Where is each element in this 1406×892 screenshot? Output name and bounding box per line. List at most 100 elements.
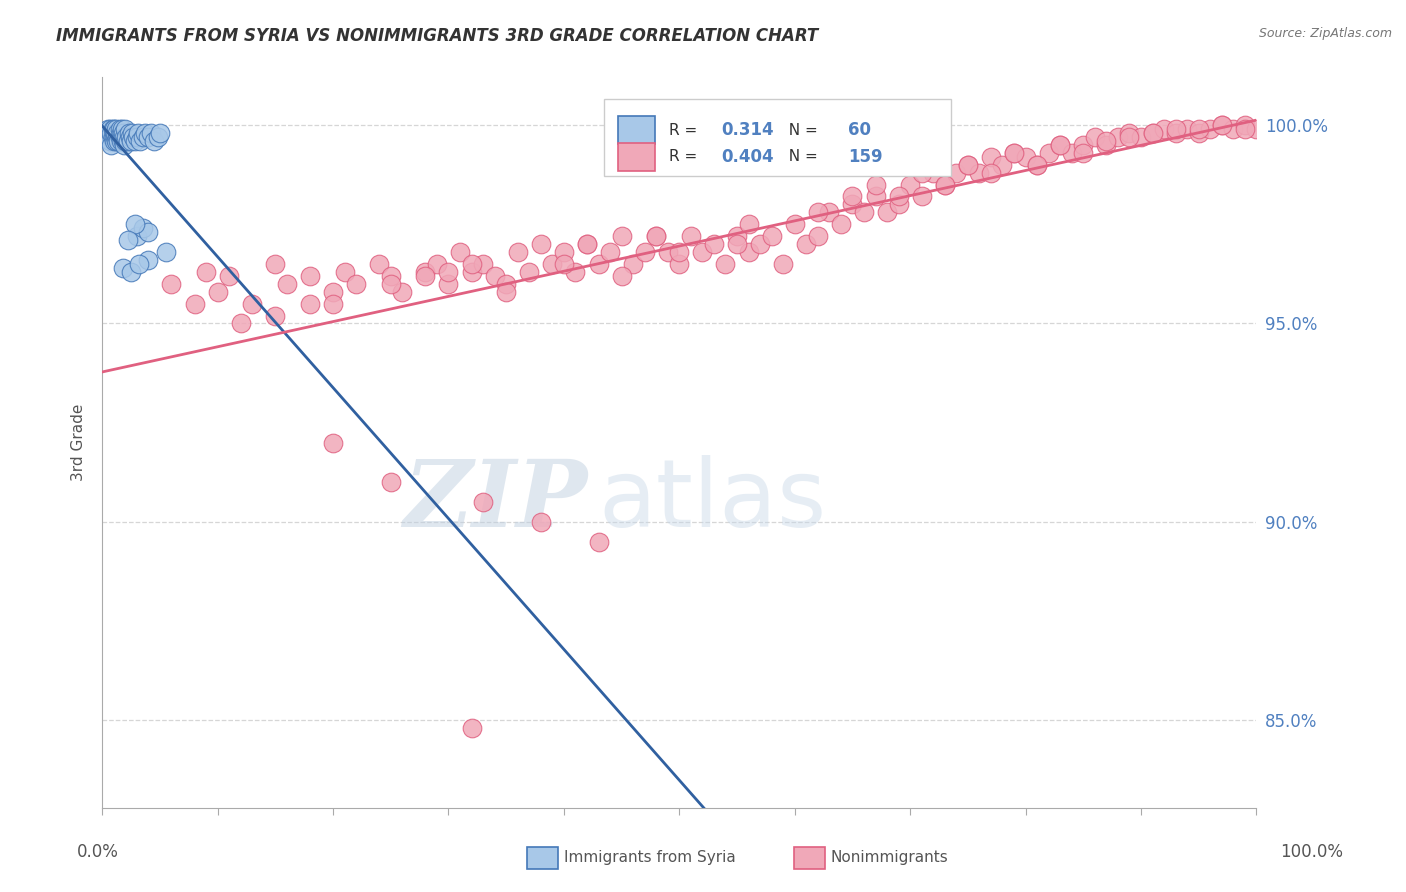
Point (1142, 126, 1164, 140)
Point (1026, 158, 1049, 172)
Point (934, 178, 956, 192)
Text: 0.0%: 0.0% (77, 843, 120, 861)
Point (818, 205, 841, 219)
Point (1130, 130, 1153, 145)
Point (1095, 134, 1118, 148)
Point (852, 205, 875, 219)
Text: 100.0%: 100.0% (1279, 843, 1343, 861)
Point (517, 265, 540, 279)
Point (322, 285, 344, 299)
Point (120, 265, 142, 279)
Text: N =: N = (779, 122, 823, 137)
Point (865, 189, 887, 203)
Text: R =: R = (669, 149, 702, 164)
Point (110, 126, 132, 140)
Point (460, 721, 482, 735)
Point (588, 257, 610, 271)
Point (129, 134, 152, 148)
Point (118, 130, 141, 145)
Point (264, 309, 287, 323)
Point (114, 122, 136, 136)
Point (1038, 145, 1060, 160)
Point (125, 130, 148, 145)
Point (111, 134, 134, 148)
Point (105, 134, 128, 148)
Point (298, 296, 321, 310)
Point (980, 150, 1002, 164)
Point (298, 268, 321, 283)
Point (101, 130, 124, 145)
Text: 159: 159 (848, 148, 883, 166)
Point (143, 134, 166, 148)
Point (105, 122, 128, 136)
Point (841, 197, 863, 211)
Text: N =: N = (779, 149, 823, 164)
Point (120, 134, 142, 148)
Point (138, 130, 160, 145)
Text: R =: R = (669, 122, 702, 137)
Point (714, 257, 737, 271)
Point (945, 166, 967, 180)
Text: ZIP: ZIP (402, 456, 586, 546)
Point (645, 229, 668, 244)
Point (111, 260, 134, 275)
Text: 60: 60 (848, 121, 870, 139)
Point (1199, 122, 1222, 136)
Point (124, 217, 146, 231)
Point (98, 134, 121, 148)
Point (610, 229, 633, 244)
Point (111, 130, 134, 145)
Point (97, 126, 120, 140)
Point (1233, 122, 1256, 136)
Point (679, 229, 702, 244)
Point (104, 126, 127, 140)
Point (128, 257, 150, 271)
Y-axis label: 3rd Grade: 3rd Grade (72, 404, 86, 481)
Point (1014, 150, 1036, 164)
Point (1084, 130, 1107, 145)
Point (437, 277, 460, 291)
Point (703, 237, 725, 252)
Point (1222, 122, 1244, 136)
Point (105, 126, 128, 140)
Point (668, 245, 690, 260)
Point (460, 265, 482, 279)
Point (1049, 137, 1071, 152)
Point (114, 134, 136, 148)
Point (264, 257, 287, 271)
Point (131, 130, 153, 145)
Point (415, 265, 437, 279)
Point (530, 515, 553, 529)
Point (761, 229, 783, 244)
Point (956, 158, 979, 172)
Point (1246, 122, 1268, 136)
Point (553, 257, 575, 271)
Point (506, 245, 529, 260)
Point (575, 237, 598, 252)
Point (876, 205, 898, 219)
Point (911, 189, 934, 203)
Point (1175, 122, 1198, 136)
Point (634, 245, 657, 260)
Point (887, 189, 910, 203)
Bar (619, 116, 655, 144)
Point (112, 137, 135, 152)
Point (1049, 137, 1071, 152)
Point (101, 122, 124, 136)
Text: Nonimmigrants: Nonimmigrants (831, 850, 949, 864)
Point (100, 126, 122, 140)
Point (495, 277, 517, 291)
Point (437, 265, 460, 279)
Point (380, 475, 402, 490)
Point (830, 217, 852, 231)
Point (807, 205, 830, 219)
Point (1233, 118, 1256, 132)
Point (841, 189, 863, 203)
Point (146, 130, 169, 145)
Point (1118, 130, 1140, 145)
Point (108, 130, 131, 145)
Point (117, 233, 139, 247)
Point (737, 217, 759, 231)
Text: IMMIGRANTS FROM SYRIA VS NONIMMIGRANTS 3RD GRADE CORRELATION CHART: IMMIGRANTS FROM SYRIA VS NONIMMIGRANTS 3… (56, 27, 818, 45)
Point (138, 225, 160, 239)
